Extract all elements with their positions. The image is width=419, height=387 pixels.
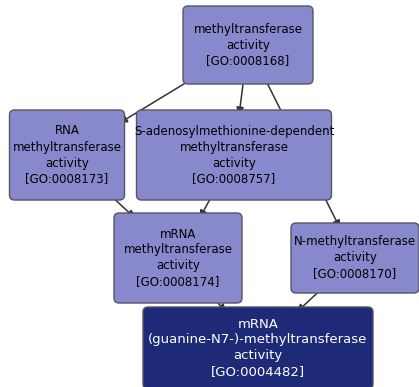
Text: RNA
methyltransferase
activity
[GO:0008173]: RNA methyltransferase activity [GO:00081… [13,125,122,185]
FancyBboxPatch shape [291,223,419,293]
Text: methyltransferase
activity
[GO:0008168]: methyltransferase activity [GO:0008168] [194,22,303,67]
FancyBboxPatch shape [114,213,242,303]
Text: S-adenosylmethionine-dependent
methyltransferase
activity
[GO:0008757]: S-adenosylmethionine-dependent methyltra… [134,125,334,185]
Text: N-methyltransferase
activity
[GO:0008170]: N-methyltransferase activity [GO:0008170… [294,236,416,281]
FancyBboxPatch shape [10,110,124,200]
Text: mRNA
(guanine-N7-)-methyltransferase
activity
[GO:0004482]: mRNA (guanine-N7-)-methyltransferase act… [148,317,368,378]
FancyBboxPatch shape [143,307,373,387]
FancyBboxPatch shape [137,110,331,200]
FancyBboxPatch shape [183,6,313,84]
Text: mRNA
methyltransferase
activity
[GO:0008174]: mRNA methyltransferase activity [GO:0008… [124,228,233,288]
